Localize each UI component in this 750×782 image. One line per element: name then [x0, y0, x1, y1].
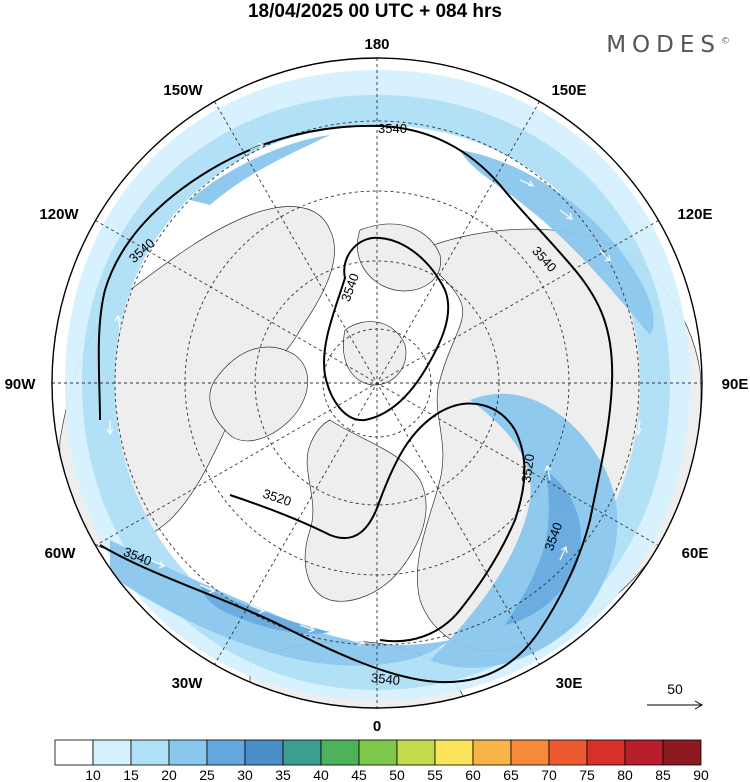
lon-label-90e: 90E: [722, 376, 749, 393]
brand-logo: MODES©: [606, 32, 730, 58]
colorbar-tick-label: 85: [655, 767, 671, 782]
lon-label-60w: 60W: [45, 545, 77, 562]
colorbar-swatch: [92, 739, 132, 766]
land-arctic-islands: [343, 321, 407, 386]
lon-label-180: 180: [364, 36, 389, 53]
shade-jet-northwest: [190, 135, 330, 205]
height-contours: [97, 124, 614, 684]
colorbar-swatch: [358, 739, 398, 766]
lon-label-90w: 90W: [5, 376, 37, 393]
colorbar-swatch: [624, 739, 664, 766]
land-asia-northeast: [357, 223, 441, 292]
colorbar-tick-label: 30: [237, 767, 253, 782]
colorbar-swatch: [472, 739, 512, 766]
colorbar-tick-label: 45: [351, 767, 367, 782]
colorbar-swatch: [244, 739, 284, 766]
colorbar-tick-label: 50: [389, 767, 405, 782]
lon-label-60e: 60E: [682, 545, 709, 562]
contour-label: 3520: [518, 453, 537, 484]
colorbar-tick-label: 65: [503, 767, 519, 782]
colorbar-swatch: [320, 739, 360, 766]
colorbar-swatch: [282, 739, 322, 766]
colorbar-swatch: [168, 739, 208, 766]
shade-jet-southwest-core: [200, 585, 330, 634]
vector-scale-label: 50: [667, 681, 683, 697]
colorbar-tick-label: 70: [541, 767, 557, 782]
wind-shading: [65, 70, 690, 700]
colorbar-tick-label: 25: [199, 767, 215, 782]
lon-label-30e: 30E: [556, 675, 583, 692]
colorbar-swatch: [396, 739, 436, 766]
colorbar-swatch: [54, 739, 94, 766]
colorbar-swatch: [434, 739, 474, 766]
land-greenland: [209, 346, 308, 442]
contour-3520: [229, 402, 526, 643]
colorbar: 10 15 20 25 30 35 40 45 50 55 60 65 70 75 80 85 90: [54, 739, 709, 782]
lon-label-120e: 120E: [677, 206, 712, 223]
shade-jet-northeast: [460, 150, 654, 335]
colorbar-tick-label: 55: [427, 767, 443, 782]
colorbar-swatch: [206, 739, 246, 766]
colorbar-swatch: [586, 739, 626, 766]
meridians: [52, 58, 702, 708]
colorbar-tick-label: 40: [313, 767, 329, 782]
lon-label-0: 0: [373, 718, 381, 735]
longitude-labels: 180 150E 120E 90E 60E 30E 0 30W 60W 90W …: [5, 36, 749, 735]
colorbar-tick-label: 60: [465, 767, 481, 782]
shade-jet-east: [430, 393, 618, 668]
lon-label-30w: 30W: [172, 675, 204, 692]
vector-arrowhead-icon: [694, 700, 704, 710]
lon-label-120w: 120W: [39, 206, 79, 223]
land-europe: [304, 419, 427, 602]
colorbar-swatch: [510, 739, 550, 766]
colorbar-tick-label: 35: [275, 767, 291, 782]
colorbar-tick-label: 15: [123, 767, 139, 782]
colorbar-tick-label: 75: [579, 767, 595, 782]
contour-label: 3540: [378, 121, 407, 136]
colorbar-swatch: [548, 739, 588, 766]
colorbar-tick-label: 10: [85, 767, 101, 782]
lon-label-150e: 150E: [551, 82, 586, 99]
contour-label: 3540: [370, 670, 400, 688]
colorbar-swatch: [130, 739, 170, 766]
contour-outer-3540: [97, 124, 614, 684]
shade-jet-east-core: [505, 470, 581, 625]
lon-label-150w: 150W: [163, 82, 203, 99]
colorbar-swatch: [662, 739, 702, 766]
map-border: [51, 57, 703, 709]
shade-jet-southwest: [110, 540, 450, 666]
colorbar-tick-label: 20: [161, 767, 177, 782]
wind-vectors: [106, 142, 642, 646]
colorbar-tick-label: 90: [693, 767, 709, 782]
reference-vector: 50: [647, 681, 704, 710]
colorbar-tick-label: 80: [617, 767, 633, 782]
map-title: 18/04/2025 00 UTC + 084 hrs: [247, 1, 503, 22]
contour-inner-3540: [323, 236, 450, 422]
